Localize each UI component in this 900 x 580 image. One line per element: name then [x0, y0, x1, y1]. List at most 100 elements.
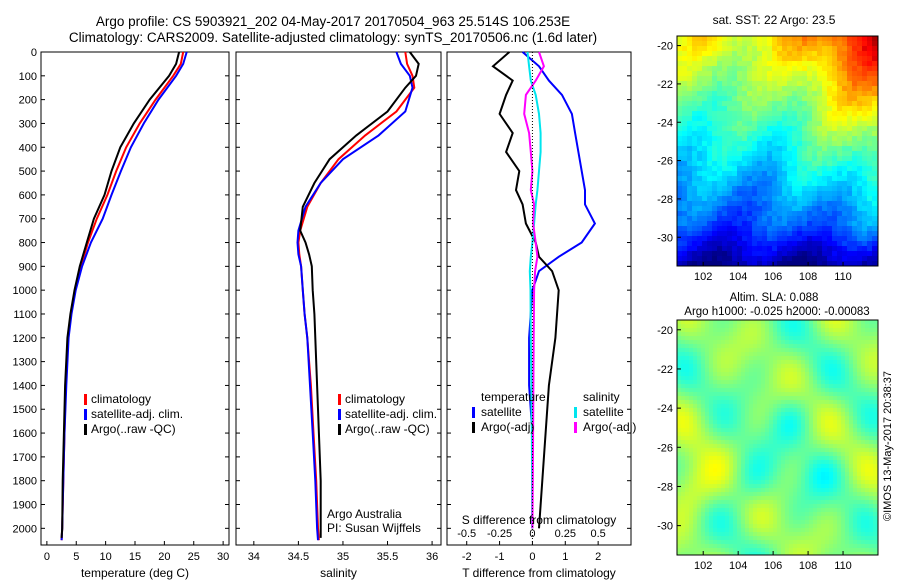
heatmap-cell: [812, 191, 818, 197]
heatmap-cell: [681, 340, 686, 345]
heatmap-cell: [869, 340, 874, 345]
heatmap-cell: [772, 106, 778, 112]
heatmap-cell: [807, 141, 813, 147]
heatmap-cell: [809, 528, 814, 533]
heatmap-cell: [825, 380, 830, 385]
heatmap-cell: [872, 61, 878, 67]
heatmap-cell: [847, 141, 853, 147]
heatmap-cell: [693, 452, 698, 457]
heatmap-cell: [781, 440, 786, 445]
heatmap-cell: [812, 71, 818, 77]
heatmap-cell: [705, 444, 710, 449]
heatmap-cell: [727, 161, 733, 167]
heatmap-cell: [827, 36, 833, 42]
heatmap-cell: [861, 516, 866, 521]
heatmap-cell: [833, 468, 838, 473]
heatmap-cell: [873, 332, 878, 337]
heatmap-cell: [792, 181, 798, 187]
heatmap-cell: [807, 66, 813, 72]
heatmap-cell: [782, 236, 788, 242]
heatmap-cell: [685, 412, 690, 417]
heatmap-cell: [837, 231, 843, 237]
heatmap-cell: [821, 332, 826, 337]
heatmap-cell: [697, 206, 703, 212]
heatmap-cell: [809, 496, 814, 501]
heatmap-cell: [712, 111, 718, 117]
heatmap-cell: [812, 196, 818, 202]
heatmap-cell: [697, 352, 702, 357]
heatmap-cell: [865, 392, 870, 397]
heatmap-cell: [792, 81, 798, 87]
heatmap-cell: [807, 231, 813, 237]
heatmap-cell: [709, 420, 714, 425]
heatmap-cell: [687, 106, 693, 112]
heatmap-cell: [777, 480, 782, 485]
heatmap-cell: [717, 492, 722, 497]
heatmap-cell: [762, 261, 768, 267]
heatmap-cell: [753, 496, 758, 501]
heatmap-cell: [809, 332, 814, 337]
heatmap-cell: [713, 408, 718, 413]
heatmap-cell: [802, 91, 808, 97]
heatmap-cell: [861, 480, 866, 485]
heatmap-cell: [832, 156, 838, 162]
heatmap-cell: [802, 216, 808, 222]
heatmap-cell: [832, 181, 838, 187]
heatmap-cell: [869, 484, 874, 489]
heatmap-cell: [825, 404, 830, 409]
heatmap-cell: [785, 492, 790, 497]
heatmap-cell: [807, 196, 813, 202]
heatmap-cell: [737, 488, 742, 493]
heatmap-cell: [812, 151, 818, 157]
heatmap-cell: [793, 324, 798, 329]
heatmap-cell: [753, 528, 758, 533]
heatmap-cell: [769, 468, 774, 473]
heatmap-cell: [857, 384, 862, 389]
heatmap-cell: [745, 424, 750, 429]
heatmap-cell: [742, 126, 748, 132]
heatmap-cell: [737, 261, 743, 267]
heatmap-cell: [689, 380, 694, 385]
heatmap-cell: [769, 368, 774, 373]
heatmap-cell: [801, 392, 806, 397]
heatmap-cell: [797, 256, 803, 262]
heatmap-cell: [777, 384, 782, 389]
heatmap-cell: [842, 86, 848, 92]
heatmap-cell: [687, 91, 693, 97]
heatmap-cell: [737, 340, 742, 345]
heatmap-cell: [787, 206, 793, 212]
heatmap-cell: [722, 71, 728, 77]
heatmap-cell: [807, 111, 813, 117]
heatmap-cell: [842, 176, 848, 182]
heatmap-cell: [757, 472, 762, 477]
heatmap-cell: [777, 412, 782, 417]
heatmap-cell: [857, 536, 862, 541]
heatmap-cell: [857, 226, 863, 232]
heatmap-cell: [722, 126, 728, 132]
heatmap-cell: [687, 81, 693, 87]
heatmap-cell: [707, 56, 713, 62]
heatmap-cell: [689, 540, 694, 545]
heatmap-cell: [697, 201, 703, 207]
heatmap-cell: [677, 512, 682, 517]
heatmap-cell: [792, 91, 798, 97]
heatmap-cell: [869, 416, 874, 421]
heatmap-cell: [749, 332, 754, 337]
legend-label: Argo(-adj): [481, 420, 534, 434]
heatmap-cell: [822, 141, 828, 147]
heatmap-cell: [702, 201, 708, 207]
heatmap-cell: [873, 416, 878, 421]
heatmap-cell: [685, 500, 690, 505]
heatmap-cell: [792, 121, 798, 127]
heatmap-cell: [785, 480, 790, 485]
heatmap-cell: [762, 146, 768, 152]
heatmap-cell: [722, 96, 728, 102]
heatmap-cell: [837, 368, 842, 373]
heatmap-cell: [817, 340, 822, 345]
heatmap-cell: [793, 348, 798, 353]
heatmap-cell: [869, 440, 874, 445]
heatmap-cell: [781, 344, 786, 349]
heatmap-cell: [721, 408, 726, 413]
heatmap-cell: [769, 348, 774, 353]
heatmap-cell: [872, 111, 878, 117]
